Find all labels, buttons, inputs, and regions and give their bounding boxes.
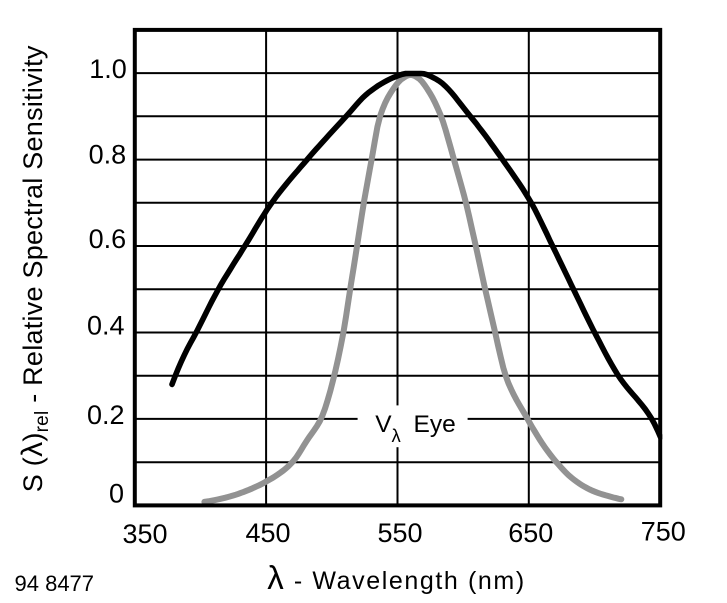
svg-text:Eye: Eye (414, 411, 456, 438)
svg-text:0.4: 0.4 (87, 311, 125, 341)
svg-text:94 8477: 94 8477 (15, 571, 95, 596)
svg-text:650: 650 (508, 518, 553, 548)
svg-text:450: 450 (245, 518, 290, 548)
svg-text:0.6: 0.6 (89, 224, 127, 254)
svg-text:750: 750 (641, 516, 686, 546)
svg-text:0.8: 0.8 (89, 140, 127, 170)
svg-text:1.0: 1.0 (89, 54, 127, 84)
svg-text:550: 550 (377, 518, 422, 548)
svg-text:0: 0 (109, 479, 124, 509)
svg-text:0.2: 0.2 (87, 400, 125, 430)
svg-text:350: 350 (122, 519, 167, 549)
